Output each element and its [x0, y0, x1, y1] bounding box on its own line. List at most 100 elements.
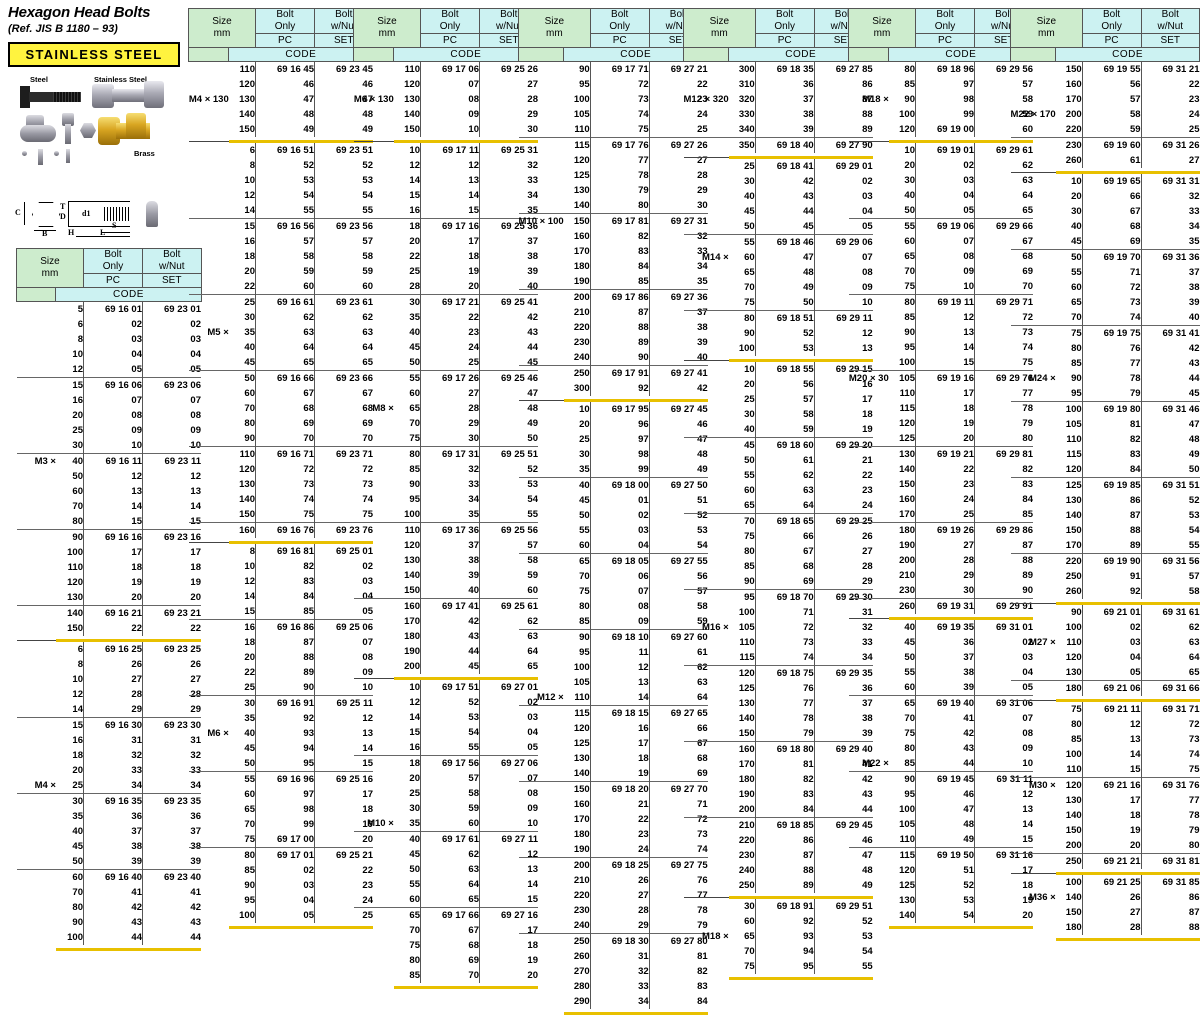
thread-size-label — [17, 469, 56, 484]
code-set-cell: 65 — [527, 661, 538, 672]
length-cell: 150 — [1055, 823, 1083, 838]
code-pc-cell: 13 — [1082, 732, 1142, 747]
code-pc-cell: 69 17 71 — [590, 61, 650, 77]
code-set-cell: 22 — [862, 470, 873, 481]
code-set-cell: 49 — [1188, 449, 1200, 460]
spec-row: 55 38 04 — [849, 665, 1033, 680]
spec-table: Size mm Bolt Only Bolt w/Nut PC SET CODE 8… — [847, 8, 1034, 929]
section-divider-row — [189, 538, 373, 544]
spec-row: 120 04 64 — [1011, 650, 1200, 665]
spec-row: 120 77 27 — [519, 153, 708, 168]
length-cell: 210 — [563, 305, 591, 320]
section-divider — [888, 614, 1033, 620]
spec-row: 25 09 09 — [17, 423, 201, 438]
code-pc-cell: 12 — [915, 310, 975, 325]
thread-size-label — [354, 355, 394, 371]
thread-size-label — [519, 979, 564, 994]
table-header-row-1: Size mm Bolt Only Bolt w/Nut — [188, 8, 374, 48]
code-pc-cell: 64 — [420, 877, 480, 892]
code-pc-cell: 52 — [755, 326, 815, 341]
length-cell: 110 — [1055, 635, 1083, 650]
code-pc-cell: 18 — [83, 560, 143, 575]
code-pc-cell: 69 19 01 — [915, 141, 975, 158]
code-pc-cell: 96 — [590, 417, 650, 432]
code-set-cell: 53 — [697, 525, 708, 536]
length-cell: 20 — [393, 771, 421, 786]
code-pc-cell: 69 21 01 — [1082, 603, 1142, 620]
header-size-label: Size — [544, 16, 565, 27]
thread-size-label — [684, 326, 729, 341]
thread-size-label — [1010, 680, 1056, 696]
code-pc-cell: 19 — [915, 416, 975, 431]
code-set-cell: 49 — [527, 418, 538, 429]
code-pc-cell: 78 — [755, 711, 815, 726]
spec-row: 120 16 66 — [519, 721, 708, 736]
dim-label-c: C — [15, 208, 21, 217]
code-set-cell: 66 — [697, 723, 708, 734]
length-cell: 140 — [228, 107, 256, 122]
code-set-cell: 28 — [862, 561, 873, 572]
code-pc-cell: 28 — [915, 553, 975, 568]
thread-size-label — [849, 665, 889, 680]
header-size-filler — [682, 47, 730, 62]
code-set-cell: 86 — [1188, 892, 1200, 903]
length-cell: 8 — [55, 657, 84, 672]
spec-row: 40 04 64 — [849, 188, 1033, 203]
code-set-cell: 51 — [697, 495, 708, 506]
thread-size-label — [684, 189, 729, 204]
spec-row: 65 98 18 — [189, 802, 373, 817]
length-cell: 60 — [728, 483, 756, 498]
thread-size-label — [1011, 523, 1056, 538]
thread-size-label — [849, 802, 889, 817]
thread-size-label — [189, 711, 229, 726]
thread-size-label — [16, 605, 56, 621]
length-cell: 105 — [728, 620, 756, 635]
length-cell: 90 — [888, 325, 916, 340]
code-set-cell: 04 — [362, 591, 373, 602]
code-pc-cell: 32 — [590, 964, 650, 979]
code-pc-cell: 69 17 01 — [255, 847, 315, 863]
code-pc-cell: 09 — [83, 423, 143, 438]
code-set-cell: 75 — [362, 509, 373, 520]
section-divider-row — [17, 636, 201, 642]
spec-row: 55 69 18 46 69 29 06 — [683, 234, 873, 250]
code-pc-cell: 37 — [420, 538, 480, 553]
code-set-cell: 37 — [1188, 267, 1200, 278]
thread-size-label — [188, 542, 229, 559]
spec-row: 65 69 19 40 69 31 06 — [848, 695, 1033, 711]
code-set-cell: 24 — [1188, 109, 1200, 120]
code-pc-cell: 14 — [1082, 747, 1142, 762]
spec-row: M14 × 60 47 07 — [684, 250, 873, 265]
code-set-cell: 72 — [1022, 312, 1033, 323]
code-pc-cell: 69 19 75 — [1082, 325, 1142, 341]
spec-row: 95 34 54 — [354, 492, 538, 507]
thread-size-label — [17, 657, 56, 672]
thread-size-label — [354, 264, 394, 279]
length-cell: 100 — [888, 107, 916, 122]
length-cell: 45 — [393, 847, 421, 862]
code-set-cell: 69 29 86 — [974, 522, 1033, 538]
length-cell: 95 — [563, 77, 591, 92]
length-cell: 160 — [1055, 77, 1083, 92]
length-cell: 90 — [1055, 603, 1083, 620]
spec-row: 80 69 17 31 69 25 51 — [353, 446, 538, 462]
code-set-cell: 08 — [190, 410, 201, 421]
spec-row: 180 23 73 — [519, 827, 708, 842]
spec-row: 150 69 18 20 69 27 70 — [518, 781, 708, 797]
code-pc-cell: 93 — [755, 929, 815, 944]
code-pc-cell: 28 — [590, 903, 650, 918]
length-cell: 90 — [228, 878, 256, 893]
spec-row: 150 27 87 — [1011, 905, 1200, 920]
code-set-cell: 69 — [1022, 266, 1033, 277]
code-set-cell: 80 — [1022, 433, 1033, 444]
header-pc: PC — [589, 33, 650, 48]
code-set-cell: 69 25 06 — [314, 619, 373, 635]
length-cell: 12 — [55, 362, 84, 378]
code-set-cell: 44 — [862, 804, 873, 815]
code-pc-cell: 15 — [1082, 762, 1142, 778]
length-cell: 170 — [563, 244, 591, 259]
spec-row: 120 69 18 75 69 29 35 — [683, 665, 873, 681]
section-divider — [888, 137, 1033, 143]
length-cell: 100 — [888, 802, 916, 817]
thread-size-label: M3 × — [16, 453, 56, 469]
